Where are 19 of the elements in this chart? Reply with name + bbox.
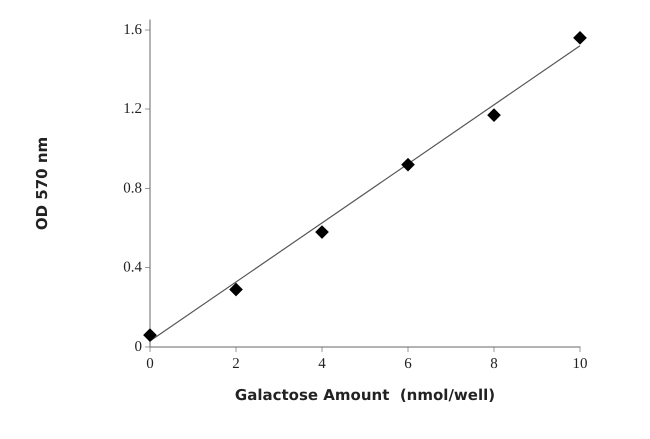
point	[401, 158, 415, 172]
x-tick-label: 0	[146, 356, 154, 372]
y-tick-label: 0.4	[123, 260, 142, 276]
point	[315, 225, 329, 239]
x-tick-label: 10	[572, 356, 588, 372]
y-tick-label: 1.6	[123, 22, 142, 38]
y-axis-title: OD 570 nm	[32, 136, 51, 230]
point	[573, 31, 587, 44]
y-tick-label: 1.2	[123, 101, 142, 118]
x-axis-title: Galactose Amount (nmol/well)	[234, 386, 496, 404]
y-tick-label: 0.8	[123, 180, 142, 196]
y-tick-label: 0	[134, 338, 142, 355]
point	[487, 108, 501, 122]
point	[143, 328, 157, 342]
x-tick-label: 4	[318, 356, 326, 372]
x-tick-label: 2	[232, 356, 240, 372]
x-tick-label: 6	[404, 356, 412, 372]
x-tick-label: 8	[490, 356, 498, 372]
point	[229, 282, 243, 296]
